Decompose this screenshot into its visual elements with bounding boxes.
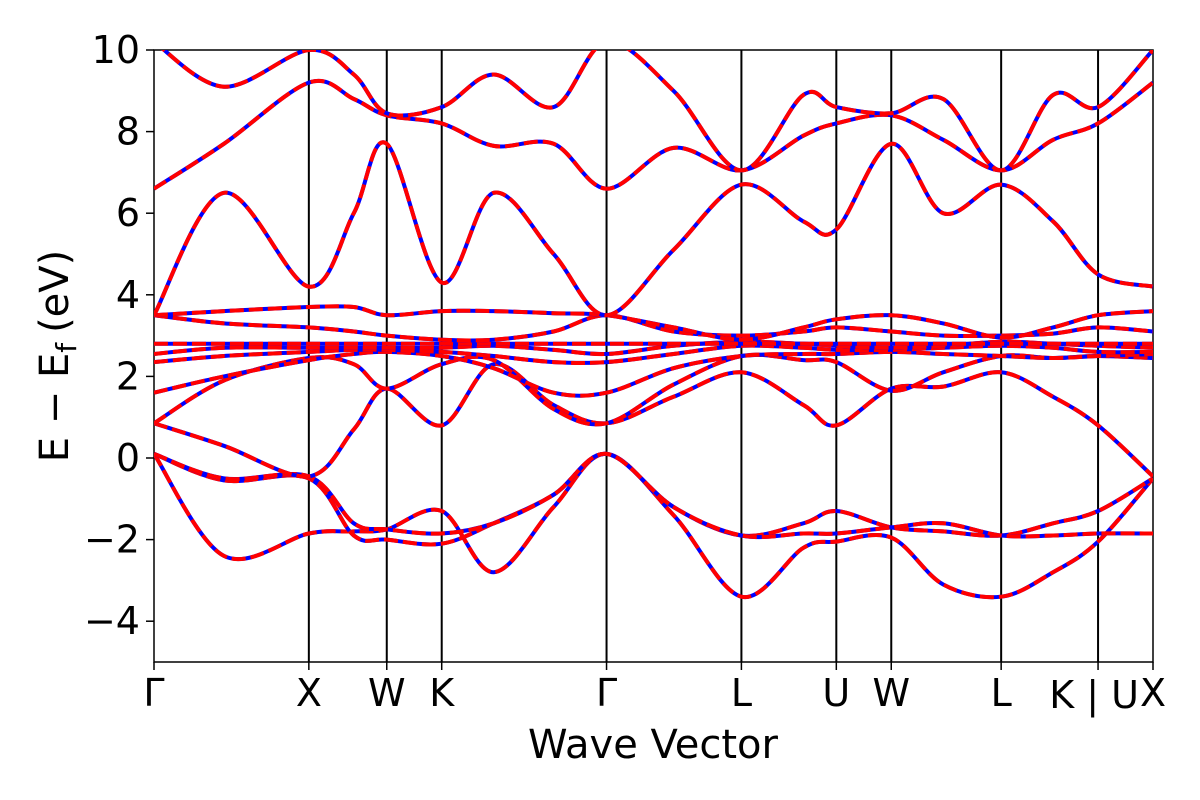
y-tick-label: 4 [116, 273, 140, 317]
y-axis-label-unit: (eV) [32, 250, 78, 333]
x-tick-label-4: Γ [596, 671, 617, 715]
band-red-6 [154, 343, 1153, 365]
band-red-12 [154, 78, 1153, 191]
y-axis-label-subscript: f [50, 342, 83, 353]
x-tick-label-10: X [1140, 671, 1166, 715]
y-tick-label: 0 [116, 436, 140, 480]
band-red-7 [154, 339, 1153, 357]
band-red-9 [154, 313, 1153, 343]
plot-area [153, 49, 1154, 663]
bands [154, 50, 1153, 600]
band-red-10 [154, 304, 1153, 342]
band-blue-1 [154, 451, 1153, 547]
band-red-0 [154, 451, 1153, 600]
x-tick-label-7: W [872, 671, 910, 715]
y-tick-label: 10 [92, 28, 140, 72]
x-tick-label-2: W [368, 671, 406, 715]
band-blue-2 [154, 451, 1153, 540]
x-tick-label-5: L [731, 671, 752, 715]
band-red-1 [154, 451, 1153, 547]
band-red-5 [154, 349, 1153, 398]
band-red-3 [154, 362, 1153, 479]
x-tick-label-9: K | U [1049, 673, 1139, 718]
band-red-2 [154, 451, 1153, 540]
band-blue-11 [154, 140, 1153, 318]
y-axis-label: E − Ef (eV) [32, 250, 83, 463]
band-red-13 [161, 50, 1153, 173]
band-blue-3 [154, 362, 1153, 479]
x-axis-label: Wave Vector [528, 722, 779, 768]
x-tick-label-0: Γ [143, 671, 164, 715]
band-blue-13 [161, 50, 1153, 173]
x-tick-label-3: K [429, 671, 455, 715]
y-tick-label: −2 [84, 518, 140, 562]
x-tick-label-1: X [296, 671, 322, 715]
y-tick-label: 2 [116, 354, 140, 398]
y-axis-ticks: −4 −2 0 2 4 6 8 10 [84, 28, 154, 643]
y-axis-label-main: E − E [32, 353, 78, 463]
y-tick-label: 6 [116, 191, 140, 235]
x-tick-label-6: U [822, 671, 850, 715]
y-tick-label: 8 [116, 110, 140, 154]
band-red-4 [154, 352, 1153, 427]
band-blue-4 [154, 352, 1153, 427]
band-blue-12 [154, 78, 1153, 191]
y-tick-label: −4 [84, 599, 140, 643]
x-tick-label-8: L [991, 671, 1012, 715]
